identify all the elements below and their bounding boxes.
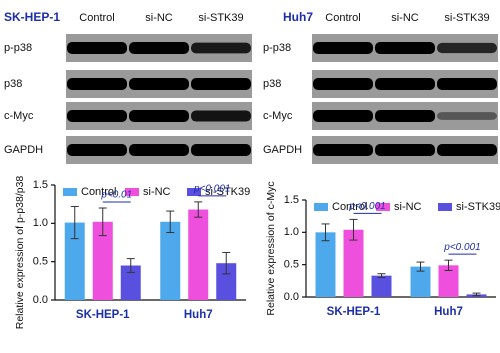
error-bar <box>444 259 453 271</box>
error-bar <box>98 207 107 237</box>
blot-band <box>191 78 251 90</box>
legend-swatch <box>314 203 328 211</box>
bar <box>315 232 336 297</box>
row-label: p-p38 <box>263 42 291 54</box>
row-label: p-p38 <box>4 42 32 54</box>
error-bar <box>126 258 135 273</box>
blot-band <box>67 110 127 122</box>
row-label: GAPDH <box>263 144 302 156</box>
blot-band <box>313 144 373 156</box>
bar <box>92 221 113 300</box>
error-bar <box>472 292 481 297</box>
legend-swatch <box>187 188 201 196</box>
bar <box>438 265 459 297</box>
category-label: SK-HEP-1 <box>76 309 130 321</box>
bar <box>343 229 364 297</box>
bar <box>120 265 141 300</box>
y-tick-label: 1.0 <box>284 226 299 238</box>
category-label: Huh7 <box>184 309 213 321</box>
significance-label: p<0.001 <box>348 201 385 212</box>
error-bar <box>166 210 175 234</box>
blot-band <box>313 42 373 54</box>
error-bar <box>349 218 358 241</box>
bar <box>64 222 85 300</box>
legend-label: si-NC <box>143 186 171 198</box>
blot-band <box>375 144 435 156</box>
legend-label: Control <box>81 186 116 198</box>
blot-band <box>67 78 127 90</box>
blot-band <box>375 110 435 122</box>
row-label: c-Myc <box>263 110 293 122</box>
y-tick-label: 1.5 <box>284 194 299 206</box>
blot-title: Huh7 <box>283 10 313 24</box>
legend-label: si-STK39 <box>456 201 500 213</box>
y-axis-label: Relative expression of p-p38/p38 <box>14 176 26 330</box>
error-bar <box>416 261 425 272</box>
y-axis-label: Relative expression of c-Myc <box>265 181 277 315</box>
blot-band <box>437 78 497 90</box>
lane-label: Control <box>325 12 360 24</box>
row-label: c-Myc <box>4 110 34 122</box>
lane-label: si-NC <box>145 12 173 24</box>
legend-label: si-NC <box>394 201 422 213</box>
row-label: p38 <box>4 78 22 90</box>
bar <box>371 275 392 297</box>
blot-band <box>129 110 189 122</box>
blot-band <box>129 144 189 156</box>
error-bar <box>194 201 203 218</box>
blot-band <box>437 42 497 54</box>
blot-title: SK-HEP-1 <box>4 10 60 24</box>
significance-label: p<0.01 <box>100 190 132 201</box>
legend-label: si-STK39 <box>205 186 250 198</box>
legend-swatch <box>125 188 139 196</box>
blot-band <box>67 144 127 156</box>
y-tick-label: 0.5 <box>33 256 48 268</box>
row-label: GAPDH <box>4 144 43 156</box>
significance-label: p<0.001 <box>193 184 230 195</box>
blot-band <box>313 78 373 90</box>
blot-band <box>191 110 251 122</box>
lane-label: si-STK39 <box>198 12 243 24</box>
blot-band <box>129 78 189 90</box>
row-label: p38 <box>263 78 281 90</box>
y-tick-label: 0.0 <box>284 291 299 303</box>
category-label: SK-HEP-1 <box>327 306 381 318</box>
bar <box>160 221 181 300</box>
error-bar <box>222 251 231 275</box>
bar <box>188 209 209 300</box>
y-tick-label: 0.5 <box>284 259 299 271</box>
category-label: Huh7 <box>434 306 463 318</box>
legend-swatch <box>63 188 77 196</box>
error-bar <box>321 223 330 242</box>
legend-swatch <box>376 203 390 211</box>
blot-band <box>375 78 435 90</box>
y-tick-label: 0.0 <box>33 294 48 306</box>
blot-band <box>437 112 497 120</box>
bar <box>410 266 431 297</box>
y-tick-label: 1.0 <box>33 217 48 229</box>
lane-label: si-NC <box>391 12 419 24</box>
blot-band <box>375 42 435 54</box>
blot-band <box>129 42 189 54</box>
blot-band <box>313 110 373 122</box>
y-tick-label: 1.5 <box>33 179 48 191</box>
legend-label: Control <box>332 201 367 213</box>
legend-swatch <box>438 203 452 211</box>
blot-band <box>437 144 497 156</box>
lane-label: si-STK39 <box>444 12 489 24</box>
blot-band <box>191 144 251 156</box>
error-bar <box>377 273 386 279</box>
blot-band <box>67 42 127 54</box>
error-bar <box>70 205 79 240</box>
bar <box>216 263 237 300</box>
blot-band <box>191 42 251 54</box>
lane-label: Control <box>79 12 114 24</box>
significance-label: p<0.001 <box>443 242 480 253</box>
